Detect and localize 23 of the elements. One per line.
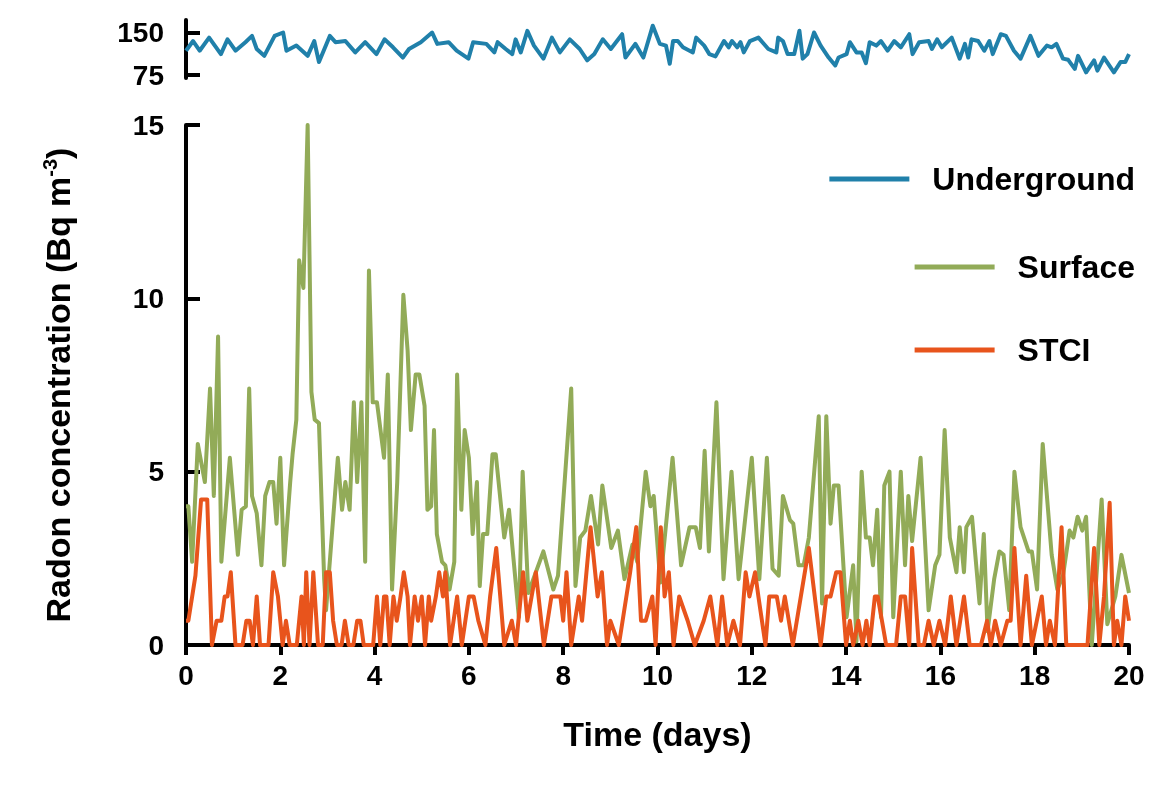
y-tick-label: 150 <box>117 17 164 49</box>
y-tick-label: 10 <box>132 282 164 314</box>
x-tick-label: 16 <box>924 659 956 691</box>
x-tick-label: 18 <box>1019 659 1051 691</box>
y-tick-label: 15 <box>132 109 164 141</box>
x-tick-label: 4 <box>366 659 383 691</box>
x-tick-label: 8 <box>555 659 571 691</box>
x-tick-label: 10 <box>641 659 674 691</box>
y-tick-label: 0 <box>148 629 164 661</box>
y-tick-label: 5 <box>148 456 164 488</box>
legend-label: Underground <box>932 161 1135 197</box>
x-axis-title: Time (days) <box>563 715 752 753</box>
legend-label: STCI <box>1017 332 1091 368</box>
x-tick-label: 0 <box>178 659 194 691</box>
y-axis-title: Radon concentration (Bq m-3) <box>39 147 77 623</box>
legend-label: Surface <box>1017 249 1135 285</box>
line-series <box>184 23 1131 75</box>
y-tick-label: 75 <box>132 59 164 91</box>
x-tick-label: 6 <box>461 659 477 691</box>
x-tick-label: 14 <box>830 659 863 691</box>
x-tick-label: 12 <box>736 659 768 691</box>
x-tick-label: 2 <box>272 659 289 691</box>
x-tick-label: 20 <box>1113 659 1145 691</box>
